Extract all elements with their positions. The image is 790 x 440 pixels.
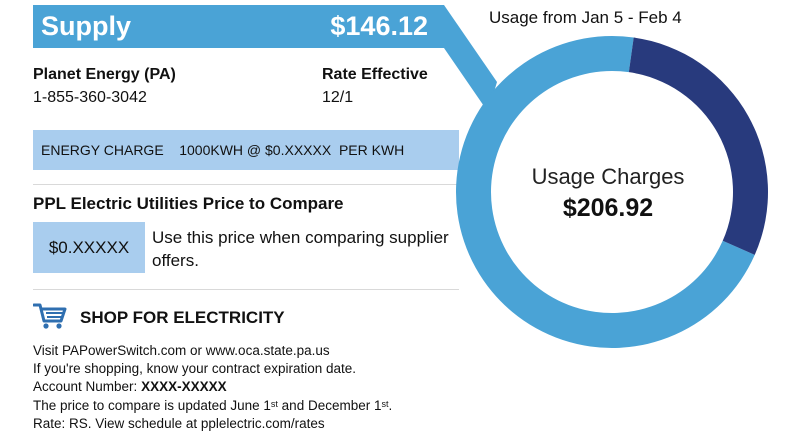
supply-header: Supply $146.12 [33, 5, 444, 48]
shopping-cart-icon [33, 303, 67, 329]
ptc-update-line: The price to compare is updated June 1st… [33, 397, 392, 415]
account-number-label: Account Number: [33, 379, 138, 395]
supply-title: Supply [41, 11, 132, 41]
account-number-line: Account Number: XXXX-XXXXX [33, 378, 392, 396]
shop-heading: SHOP FOR ELECTRICITY [80, 308, 285, 327]
supply-amount: $146.12 [330, 11, 428, 41]
usage-donut-chart [456, 35, 768, 348]
ptc-update-mid: and December 1 [277, 397, 382, 413]
shop-line-visit: Visit PAPowerSwitch.com or www.oca.state… [33, 343, 330, 358]
usage-charges-total: $206.92 [562, 194, 654, 222]
price-to-compare-heading: PPL Electric Utilities Price to Compare [33, 194, 344, 213]
shop-info: Visit PAPowerSwitch.com or www.oca.state… [33, 342, 392, 433]
ptc-update-sup1: st [270, 398, 278, 409]
price-to-compare-value: $0.XXXXX [33, 222, 145, 273]
ptc-update-sup2: st [381, 398, 389, 409]
shop-line-contract: If you're shopping, know your contract e… [33, 361, 357, 377]
ptc-update-suffix: . [388, 397, 393, 413]
energy-charge-row: ENERGY CHARGE 1000KWH @ $0.XXXXX PER KWH [33, 130, 459, 170]
rate-effective-value: 12/1 [322, 89, 354, 106]
supplier-phone: 1-855-360-3042 [33, 89, 147, 106]
supplier-name: Planet Energy (PA) [33, 66, 176, 83]
donut-segment-delivery [628, 37, 768, 255]
divider [33, 184, 459, 185]
rate-effective-label: Rate Effective [322, 66, 428, 83]
rate-schedule-line: Rate: RS. View schedule at pplelectric.c… [33, 415, 325, 431]
ptc-update-prefix: The price to compare is updated June 1 [33, 397, 271, 413]
divider [33, 289, 459, 290]
usage-charges-label: Usage Charges [531, 164, 685, 189]
account-number-value: XXXX-XXXXX [141, 379, 227, 395]
usage-period: Usage from Jan 5 - Feb 4 [489, 8, 682, 27]
price-to-compare-note: Use this price when comparing supplier o… [152, 228, 449, 270]
